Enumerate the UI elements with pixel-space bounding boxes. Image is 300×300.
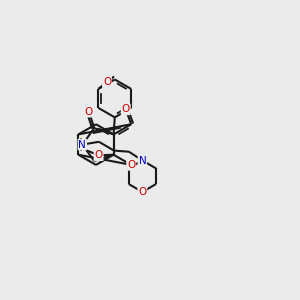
Text: O: O: [127, 160, 135, 170]
Text: O: O: [103, 77, 111, 87]
Text: N: N: [139, 155, 146, 166]
Text: N: N: [78, 140, 86, 150]
Text: O: O: [85, 106, 93, 117]
Text: O: O: [122, 104, 130, 114]
Text: O: O: [138, 187, 146, 197]
Text: O: O: [94, 150, 103, 160]
